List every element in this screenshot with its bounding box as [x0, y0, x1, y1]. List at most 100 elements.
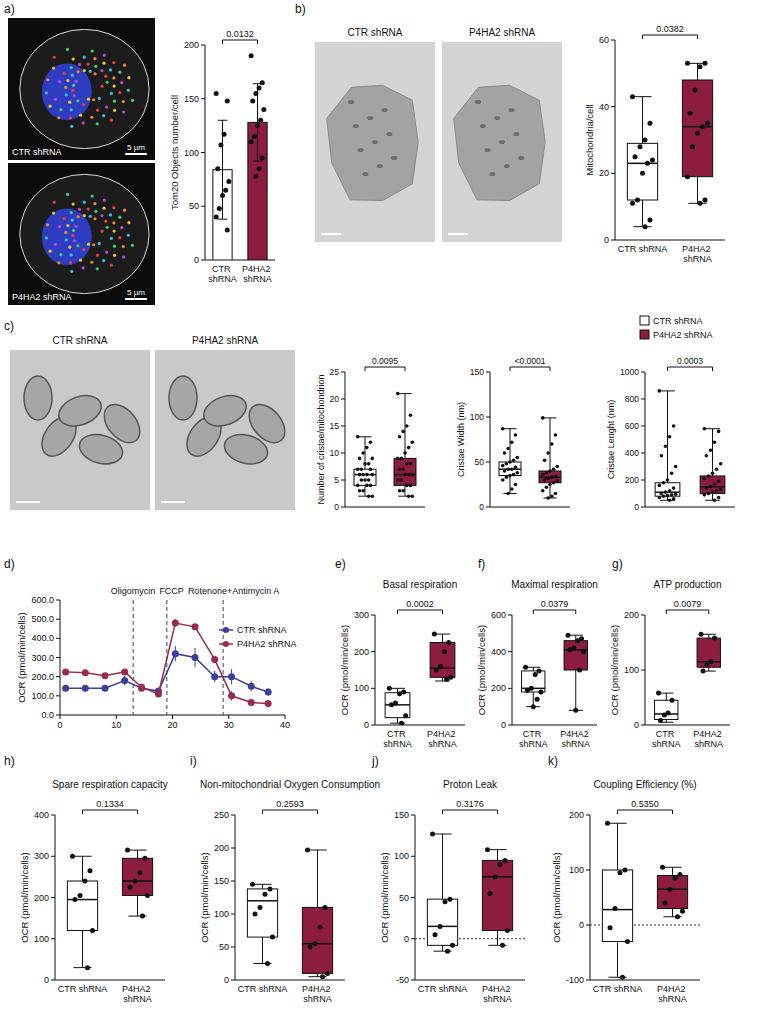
- p-value: 0.2593: [276, 799, 304, 809]
- organelle-dot: [52, 67, 55, 70]
- data-point: [617, 870, 622, 875]
- plot-area: [354, 392, 416, 498]
- data-point: [82, 879, 87, 884]
- data-point: [514, 483, 518, 487]
- legend-label: P4HA2 shRNA: [653, 330, 713, 340]
- chart-title: Spare respiration capacity: [52, 779, 168, 790]
- organelle-dot: [74, 80, 77, 83]
- mitochondrion: [485, 148, 491, 152]
- data-point: [228, 692, 235, 699]
- y-tick: [641, 399, 645, 400]
- data-point: [360, 467, 364, 471]
- data-point: [546, 476, 550, 480]
- mitochondrion: [353, 124, 359, 128]
- median: [602, 909, 632, 911]
- mitochondrion: [55, 390, 106, 431]
- data-point: [447, 897, 452, 902]
- data-point: [713, 482, 717, 486]
- organelle-dot: [110, 119, 113, 122]
- legend-marker: [223, 641, 229, 647]
- data-point: [396, 392, 400, 396]
- mitochondrion: [386, 132, 392, 136]
- organelle-dot: [70, 211, 73, 214]
- chart: -1000100200OCR (pmol/min/cells)CTR shRNA…: [551, 779, 700, 1004]
- data-point: [250, 98, 255, 103]
- category-label-line: shRNA: [208, 274, 237, 284]
- chart: 0100200OCR (pmol/min/cells)CTR shRNAP4HA…: [609, 579, 730, 749]
- y-tick-label: 400.0: [31, 633, 54, 643]
- data-point: [365, 446, 369, 450]
- organelle-dot: [100, 69, 103, 72]
- category-label: P4HA2 shRNA: [482, 984, 513, 1004]
- whisker-cap: [660, 390, 675, 391]
- organelle-dot: [93, 202, 96, 205]
- y-tick-label: 0: [194, 255, 199, 265]
- y-tick-label: 250: [214, 810, 229, 820]
- data-point: [444, 677, 449, 682]
- data-point: [265, 700, 272, 707]
- y-tick: [231, 947, 235, 948]
- organelle-dot: [46, 78, 49, 81]
- chart: -50050100150OCR (pmol/min/cells)CTR shRN…: [379, 779, 525, 1004]
- y-tick-label: 150: [470, 367, 484, 377]
- data-point: [442, 899, 447, 904]
- data-point: [398, 467, 402, 471]
- plot-area: [499, 416, 561, 500]
- p-value: 0.5350: [631, 799, 659, 809]
- mitochondrion: [513, 132, 519, 136]
- p-value: 0.0382: [656, 24, 684, 34]
- y-tick-label: 200: [625, 475, 639, 485]
- data-point: [640, 171, 645, 176]
- organelle-dot: [83, 69, 86, 72]
- y-tick: [231, 980, 235, 981]
- data-point: [228, 673, 235, 680]
- organelle-dot: [118, 216, 121, 219]
- data-point: [87, 868, 92, 873]
- y-tick-label: 60: [599, 35, 609, 45]
- y-tick-label: 100.0: [31, 691, 54, 701]
- data-point: [703, 477, 707, 481]
- legend-swatch: [640, 330, 649, 339]
- chart: 0100200300400OCR (pmol/min/cells)CTR shR…: [19, 779, 168, 1004]
- box: [354, 469, 376, 485]
- data-point: [699, 632, 704, 637]
- data-point: [140, 914, 145, 919]
- organelle-dot: [68, 246, 71, 249]
- data-point: [407, 446, 411, 450]
- event-label: Oligomycin: [111, 586, 156, 596]
- organelle-dot: [53, 201, 56, 204]
- data-point: [625, 939, 630, 944]
- p-value: 0.1334: [96, 799, 124, 809]
- data-point: [192, 654, 199, 661]
- category-label: CTR shRNA: [208, 264, 237, 284]
- data-point: [662, 494, 666, 498]
- data-point: [630, 201, 635, 206]
- data-point: [488, 891, 493, 896]
- y-tick: [411, 815, 415, 816]
- organelle-dot: [100, 230, 103, 233]
- organelle-dot: [66, 224, 69, 227]
- data-point: [497, 862, 502, 867]
- category-label: CTR shRNA: [618, 244, 668, 254]
- organelle-dot: [120, 226, 123, 229]
- data-point: [401, 467, 405, 471]
- chart: 0200400600OCR (pmol/min/cells)CTR shRNAP…: [476, 579, 598, 749]
- y-tick-label: 0: [479, 502, 484, 512]
- y-tick: [56, 676, 60, 677]
- data-point: [613, 906, 618, 911]
- data-point: [548, 483, 552, 487]
- nucleus: [42, 208, 92, 265]
- organelle-dot: [113, 100, 116, 103]
- data-point: [531, 704, 536, 709]
- category-label: CTR shRNA: [519, 729, 548, 749]
- median: [627, 163, 657, 165]
- data-point: [78, 893, 83, 898]
- mitochondrion: [499, 140, 505, 144]
- data-point: [510, 467, 514, 471]
- mitochondrion: [24, 376, 52, 420]
- data-point: [711, 490, 715, 494]
- data-point: [538, 690, 543, 695]
- legend-label: CTR shRNA: [237, 625, 287, 635]
- organelle-dot: [112, 221, 115, 224]
- chart: 050100150200250OCR (pmol/min/cells)CTR s…: [199, 779, 380, 1004]
